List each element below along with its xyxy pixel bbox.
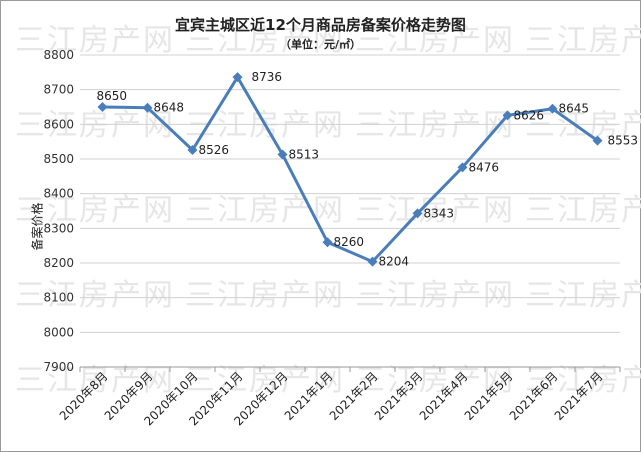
watermark-text: 三江房产网	[185, 193, 345, 228]
y-tick-label: 8600	[43, 117, 74, 131]
chart-title: 宜宾主城区近12个月商品房备案价格走势图	[175, 16, 466, 34]
watermark-text: 三江房产网	[185, 278, 345, 313]
y-tick-label: 8200	[43, 256, 74, 270]
watermark-text: 三江房产网	[525, 108, 641, 143]
watermark-text: 三江房产网	[355, 363, 515, 398]
y-tick-label: 7900	[43, 360, 74, 374]
data-point-marker	[277, 149, 288, 160]
data-label: 8343	[424, 206, 455, 220]
data-label: 8553	[608, 134, 639, 148]
series-line	[97, 72, 603, 267]
y-tick-label: 8000	[43, 325, 74, 339]
watermark-text: 三江房产网	[525, 193, 641, 228]
watermark-text: 三江房产网	[15, 363, 175, 398]
watermark-text: 三江房产网	[185, 363, 345, 398]
watermark-text: 三江房产网	[355, 278, 515, 313]
data-point-marker	[367, 256, 378, 267]
watermark-text: 三江房产网	[15, 193, 175, 228]
watermark-text: 三江房产网	[15, 108, 175, 143]
y-tick-label: 8700	[43, 83, 74, 97]
watermark-text: 三江房产网	[15, 23, 175, 58]
y-axis-ticks: 7900 8000 8100 8200 8300 8400 8500 8600 8700 8800	[43, 48, 74, 374]
watermark-text: 三江房产网	[525, 23, 641, 58]
data-point-marker	[232, 72, 243, 83]
series-polyline	[102, 75, 599, 264]
data-label: 8648	[154, 101, 185, 115]
watermark-text: 三江房产网	[355, 108, 515, 143]
data-point-marker	[592, 135, 603, 146]
watermark-text: 三江房产网	[15, 278, 175, 313]
data-label: 8650	[97, 89, 128, 103]
watermark-text: 三江房产网	[525, 363, 641, 398]
watermark-text: 三江房产网	[185, 23, 345, 58]
data-point-marker	[547, 103, 558, 114]
data-label: 8645	[559, 102, 590, 116]
data-label: 8476	[469, 160, 500, 174]
data-point-marker	[502, 110, 513, 121]
watermark-text: 三江房产网	[355, 23, 515, 58]
y-tick-label: 8800	[43, 48, 74, 62]
y-tick-label: 8300	[43, 221, 74, 235]
data-point-marker	[412, 208, 423, 219]
data-label: 8260	[334, 235, 365, 249]
data-labels: 8650 8648 8526 8736 8513 8260 8204 8343 8476 8626…	[97, 70, 639, 268]
data-label: 8526	[199, 143, 230, 157]
data-point-marker	[322, 237, 333, 248]
watermark-text: 三江房产网	[355, 193, 515, 228]
data-label: 8513	[289, 147, 320, 161]
data-point-marker	[142, 102, 153, 113]
y-tick-label: 8500	[43, 152, 74, 166]
y-tick-label: 8400	[43, 187, 74, 201]
data-point-marker	[457, 162, 468, 173]
y-axis-label: 备案价格	[30, 202, 45, 251]
data-label: 8626	[514, 108, 545, 122]
data-point-marker	[97, 102, 108, 112]
watermark-layer: 三江房产网三江房产网三江房产网三江房产网三江房产网三江房产网三江房产网三江房产网…	[15, 23, 641, 398]
y-tick-label: 8100	[43, 291, 74, 305]
chart-subtitle: （单位：元/㎡）	[279, 38, 362, 51]
data-label: 8204	[379, 255, 410, 269]
data-point-marker	[187, 144, 198, 155]
data-label: 8736	[252, 70, 283, 84]
watermark-text: 三江房产网	[525, 278, 641, 313]
